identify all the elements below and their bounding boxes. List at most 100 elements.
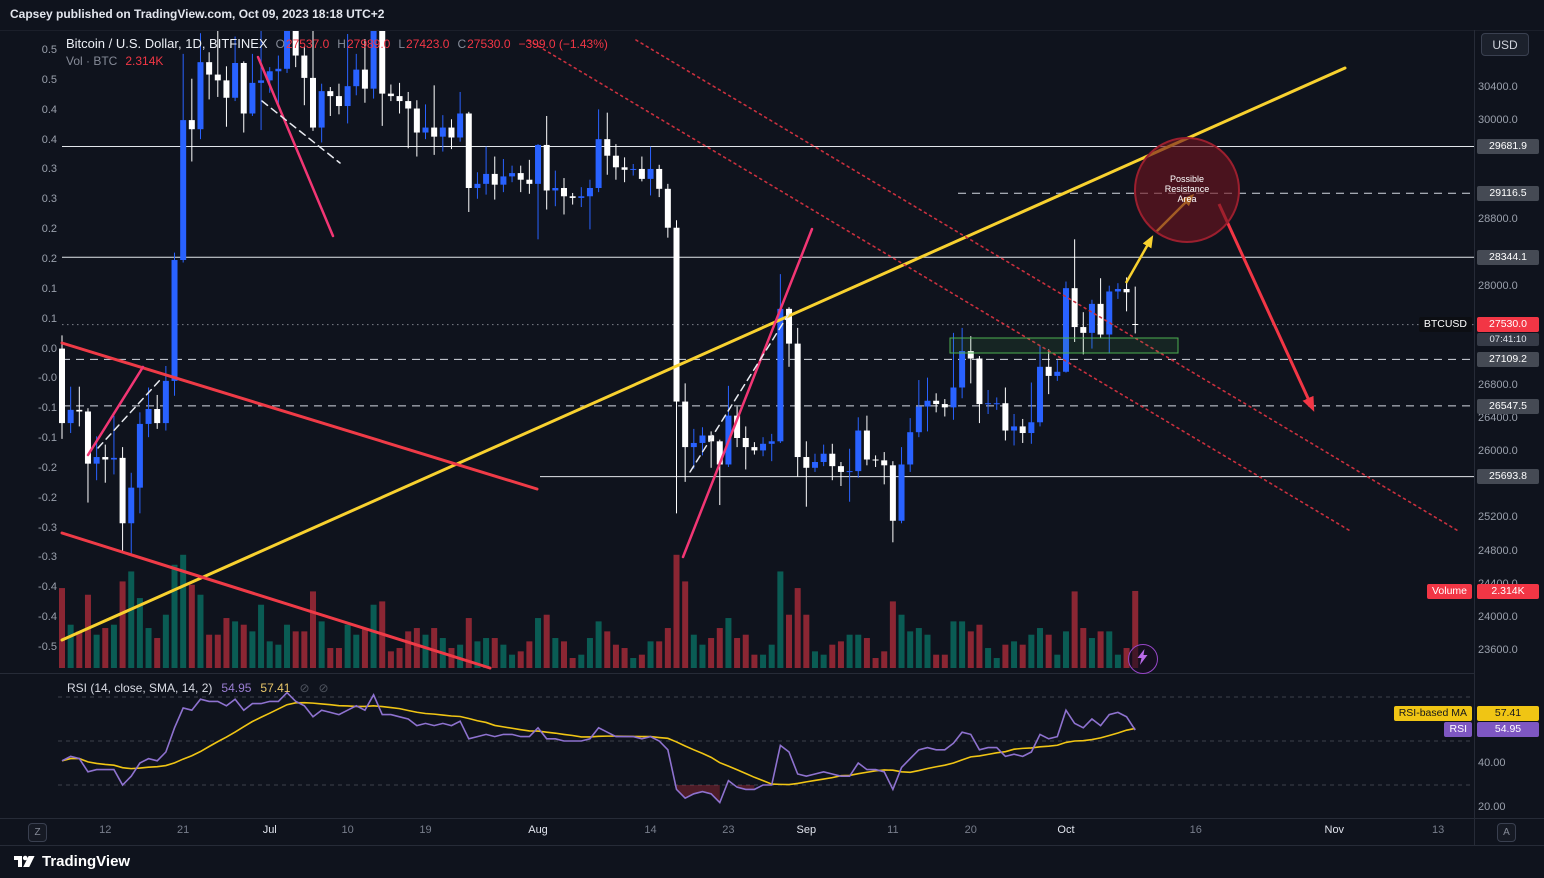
candle-body [301,55,308,78]
resistance-area-label: Area [1177,194,1196,204]
volume-bar [941,654,948,668]
volume-bar [777,571,784,668]
rsi-indicator-title[interactable]: RSI (14, close, SMA, 14, 2) [67,681,213,695]
volume-bar [647,641,654,668]
candle-body [889,465,896,521]
yellow-arrow-1[interactable] [1124,235,1154,284]
volume-bar [327,648,334,668]
candle-body [716,441,723,465]
candle-body [820,453,827,462]
rsi-line[interactable] [61,691,1136,805]
candle-body [898,464,905,521]
low-label: L [398,37,406,51]
volume-bar [59,588,65,668]
timezone-button[interactable]: Z [28,823,47,842]
candle-body [656,168,663,189]
candle-body [872,459,879,461]
red-dotted-channel-a[interactable] [527,39,1353,533]
red-channel-lower[interactable] [60,531,492,670]
candle-body [673,227,680,402]
price-level-badge: 26547.5 [1477,399,1539,414]
boost-button[interactable] [1128,644,1158,674]
volume-bar [162,614,169,668]
symbol-name-chip: BTCUSD [1418,317,1472,332]
pink-june-breakdown[interactable] [256,55,335,238]
candle-body [638,168,645,179]
volume-bar [803,614,810,668]
candle-body [1054,371,1061,376]
candle-body [188,120,195,130]
red-channel-upper[interactable] [60,341,539,491]
possible-resistance-circle[interactable] [1134,137,1240,243]
pink-august-rally[interactable] [681,227,814,559]
rsi-hidden-marker-icon[interactable]: ⊘ [299,681,310,695]
candle-body [933,400,940,405]
candle-body [742,437,749,448]
candle-body [1045,366,1052,376]
volume-bar [1123,648,1130,668]
volume-bar [863,638,870,668]
candle-body [846,471,853,473]
candle-body [413,108,420,133]
white-dashed-august[interactable] [689,311,791,473]
volume-bar [1088,638,1095,668]
rsi-ma-badge-label: RSI-based MA [1393,706,1472,721]
yellow-support-trendline[interactable] [60,66,1347,642]
currency-toggle-button[interactable]: USD [1481,33,1529,56]
candle-body [907,432,914,465]
rsi-ma-line[interactable] [61,701,1136,786]
volume-bar [595,621,602,668]
tradingview-logo-text[interactable]: TradingView [42,853,131,870]
tradingview-logo-icon[interactable] [14,853,35,870]
volume-indicator-label[interactable]: Vol · BTC [66,54,118,68]
candle-body [448,127,455,138]
consolidation-zone-box[interactable] [949,337,1179,354]
candle-body [136,423,143,488]
volume-bar [1054,654,1061,668]
candle-body [612,155,619,168]
rsi-pane[interactable] [58,691,1474,805]
candle-body [344,86,351,107]
candle-body [474,183,481,188]
candle-body [569,196,576,198]
candle-body [552,187,559,191]
candle-body [327,91,334,97]
time-axis-divider [0,818,1544,819]
candle-body [67,409,74,424]
candle-body [240,62,247,114]
volume-bar [483,638,490,668]
volume-bar [344,624,351,668]
volume-bar [491,638,498,668]
volume-bar [171,564,178,668]
pink-wedge-left[interactable] [86,365,145,457]
volume-bar [881,651,888,668]
white-dashed-left[interactable] [97,379,161,449]
volume-bar [509,654,516,668]
candle-body [370,30,377,89]
volume-bar [292,631,299,668]
volume-bar [708,638,715,668]
volume-bar [474,641,481,668]
candle-body [128,487,135,524]
volume-bar [837,641,844,668]
attribution-text: Capsey published on TradingView.com, Oct… [10,7,385,21]
candle-body [526,179,533,184]
auto-scale-button[interactable]: A [1497,823,1516,842]
candle-body [777,308,784,442]
candle-body [768,441,775,444]
pane-divider[interactable] [0,673,1474,674]
volume-bar [1132,590,1139,668]
red-projection-arrow[interactable] [1217,203,1315,412]
red-dotted-channel-b[interactable] [635,39,1461,533]
white-dashed-june[interactable] [261,100,341,164]
candle-body [959,351,966,388]
symbol-title[interactable]: Bitcoin / U.S. Dollar, 1D, BITFINEX [66,36,268,51]
candle-body [1114,288,1121,292]
volume-bar [197,594,204,668]
candle-body [734,415,741,438]
volume-bar [301,631,308,668]
candle-body [803,457,810,468]
rsi-hidden-marker-icon[interactable]: ⊘ [318,681,329,695]
